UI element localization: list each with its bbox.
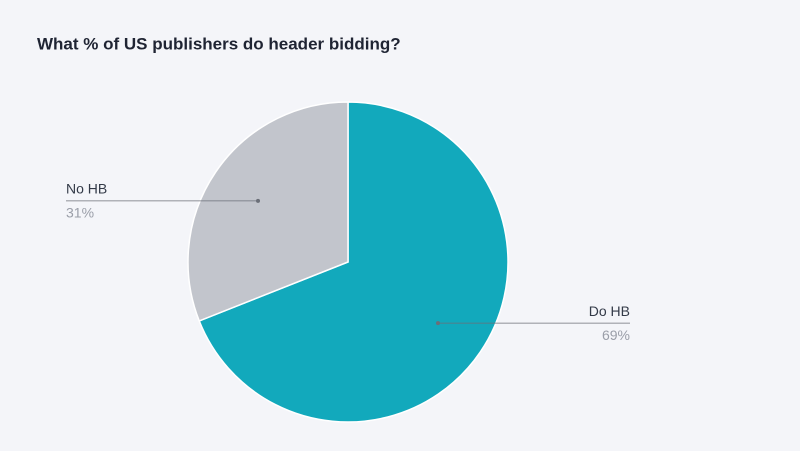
slice-label: Do HB — [589, 303, 630, 319]
pie-slice — [198, 101, 509, 423]
leader-dot — [435, 321, 440, 326]
slice-label: No HB — [66, 181, 107, 197]
slice-value: 31% — [66, 205, 94, 221]
chart-title: What % of US publishers do header biddin… — [37, 34, 401, 53]
leader-dot — [256, 198, 261, 203]
slice-value: 69% — [602, 327, 630, 343]
pie-slice — [187, 101, 349, 322]
